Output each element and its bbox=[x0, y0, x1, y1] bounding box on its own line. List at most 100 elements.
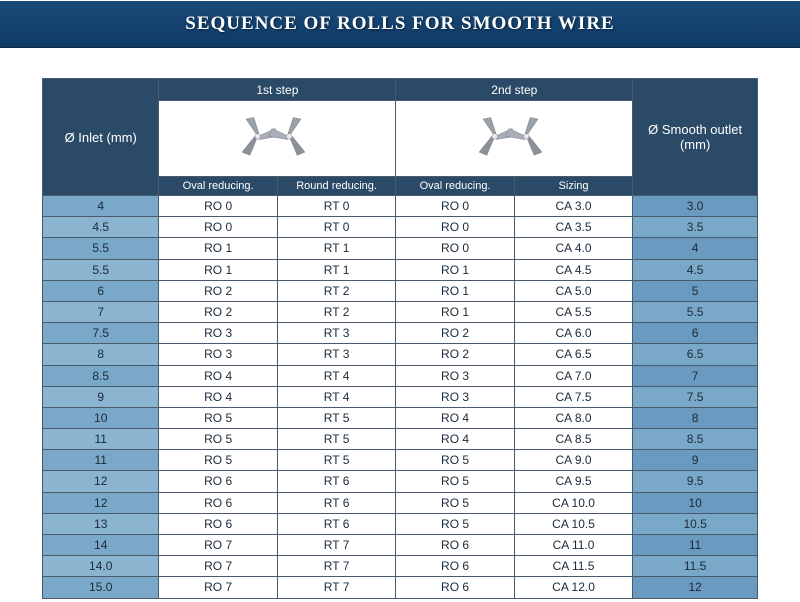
cell-inlet: 7 bbox=[43, 301, 159, 322]
cell-s2b: CA 4.0 bbox=[514, 238, 632, 259]
cell-s2a: RO 5 bbox=[396, 471, 514, 492]
cell-s2a: RO 2 bbox=[396, 323, 514, 344]
cell-s1b: RT 7 bbox=[277, 556, 395, 577]
cell-inlet: 13 bbox=[43, 513, 159, 534]
cell-s1a: RO 3 bbox=[159, 323, 277, 344]
table-row: 4.5RO 0RT 0RO 0CA 3.53.5 bbox=[43, 217, 758, 238]
table-body: 4RO 0RT 0RO 0CA 3.03.04.5RO 0RT 0RO 0CA … bbox=[43, 196, 758, 599]
cell-s2b: CA 7.0 bbox=[514, 365, 632, 386]
table-row: 15.0RO 7RT 7RO 6CA 12.012 bbox=[43, 577, 758, 598]
table-row: 10RO 5RT 5RO 4CA 8.08 bbox=[43, 407, 758, 428]
cell-s2a: RO 4 bbox=[396, 429, 514, 450]
cell-s1b: RT 6 bbox=[277, 492, 395, 513]
cell-s2a: RO 4 bbox=[396, 407, 514, 428]
cell-s1a: RO 5 bbox=[159, 429, 277, 450]
cell-inlet: 8 bbox=[43, 344, 159, 365]
cell-s2b: CA 5.5 bbox=[514, 301, 632, 322]
table-row: 6RO 2RT 2RO 1CA 5.05 bbox=[43, 280, 758, 301]
cell-inlet: 4.5 bbox=[43, 217, 159, 238]
cell-s1a: RO 2 bbox=[159, 301, 277, 322]
cell-s2b: CA 5.0 bbox=[514, 280, 632, 301]
table-row: 7.5RO 3RT 3RO 2CA 6.06 bbox=[43, 323, 758, 344]
cell-inlet: 10 bbox=[43, 407, 159, 428]
cell-s2a: RO 3 bbox=[396, 386, 514, 407]
cell-s2a: RO 6 bbox=[396, 556, 514, 577]
cell-s1a: RO 1 bbox=[159, 259, 277, 280]
table-row: 7RO 2RT 2RO 1CA 5.55.5 bbox=[43, 301, 758, 322]
header-step1: 1st step bbox=[159, 79, 396, 101]
cell-inlet: 12 bbox=[43, 492, 159, 513]
cell-outlet: 6.5 bbox=[633, 344, 758, 365]
cell-inlet: 11 bbox=[43, 450, 159, 471]
cell-s2b: CA 8.0 bbox=[514, 407, 632, 428]
table-row: 14.0RO 7RT 7RO 6CA 11.511.5 bbox=[43, 556, 758, 577]
cell-s2a: RO 6 bbox=[396, 577, 514, 598]
table-row: 9RO 4RT 4RO 3CA 7.57.5 bbox=[43, 386, 758, 407]
cell-inlet: 14 bbox=[43, 535, 159, 556]
cell-s2b: CA 10.0 bbox=[514, 492, 632, 513]
cell-s1b: RT 3 bbox=[277, 344, 395, 365]
table-row: 5.5RO 1RT 1RO 0CA 4.04 bbox=[43, 238, 758, 259]
cell-inlet: 11 bbox=[43, 429, 159, 450]
cell-outlet: 11 bbox=[633, 535, 758, 556]
cell-outlet: 8.5 bbox=[633, 429, 758, 450]
title-bar: SEQUENCE OF ROLLS FOR SMOOTH WIRE bbox=[0, 0, 800, 48]
cell-outlet: 5 bbox=[633, 280, 758, 301]
cell-s2b: CA 11.5 bbox=[514, 556, 632, 577]
cell-outlet: 9.5 bbox=[633, 471, 758, 492]
cell-s1b: RT 4 bbox=[277, 365, 395, 386]
cell-s1b: RT 6 bbox=[277, 513, 395, 534]
cell-s2a: RO 1 bbox=[396, 301, 514, 322]
table-row: 11RO 5RT 5RO 5CA 9.09 bbox=[43, 450, 758, 471]
cell-outlet: 10 bbox=[633, 492, 758, 513]
table-row: 8RO 3RT 3RO 2CA 6.56.5 bbox=[43, 344, 758, 365]
cell-s1a: RO 3 bbox=[159, 344, 277, 365]
cell-s1a: RO 0 bbox=[159, 196, 277, 217]
rolls-table: Ø Inlet (mm) 1st step 2nd step Ø Smooth … bbox=[42, 78, 758, 599]
cell-s1b: RT 1 bbox=[277, 238, 395, 259]
cell-s1a: RO 1 bbox=[159, 238, 277, 259]
cell-outlet: 3.0 bbox=[633, 196, 758, 217]
header-s2a: Oval reducing. bbox=[396, 177, 514, 196]
cell-s1b: RT 5 bbox=[277, 450, 395, 471]
cell-s2b: CA 4.5 bbox=[514, 259, 632, 280]
header-s2b: Sizing bbox=[514, 177, 632, 196]
cell-s1b: RT 7 bbox=[277, 535, 395, 556]
step1-image-cell bbox=[159, 101, 396, 177]
cell-s1a: RO 5 bbox=[159, 407, 277, 428]
cell-inlet: 4 bbox=[43, 196, 159, 217]
cell-s1a: RO 6 bbox=[159, 492, 277, 513]
cell-s1b: RT 1 bbox=[277, 259, 395, 280]
cell-s2b: CA 10.5 bbox=[514, 513, 632, 534]
cell-s1b: RT 4 bbox=[277, 386, 395, 407]
cell-s1a: RO 7 bbox=[159, 556, 277, 577]
cell-outlet: 3.5 bbox=[633, 217, 758, 238]
table-row: 11RO 5RT 5RO 4CA 8.58.5 bbox=[43, 429, 758, 450]
cell-s2a: RO 3 bbox=[396, 365, 514, 386]
cell-s2b: CA 3.0 bbox=[514, 196, 632, 217]
cell-outlet: 4 bbox=[633, 238, 758, 259]
cell-s1a: RO 2 bbox=[159, 280, 277, 301]
cell-s2a: RO 0 bbox=[396, 196, 514, 217]
cell-s2a: RO 1 bbox=[396, 280, 514, 301]
cell-inlet: 6 bbox=[43, 280, 159, 301]
table-container: Ø Inlet (mm) 1st step 2nd step Ø Smooth … bbox=[0, 48, 800, 599]
cell-s2a: RO 5 bbox=[396, 513, 514, 534]
cell-outlet: 4.5 bbox=[633, 259, 758, 280]
cell-inlet: 12 bbox=[43, 471, 159, 492]
cell-inlet: 7.5 bbox=[43, 323, 159, 344]
table-row: 12RO 6RT 6RO 5CA 10.010 bbox=[43, 492, 758, 513]
cell-s1a: RO 6 bbox=[159, 513, 277, 534]
cell-outlet: 7 bbox=[633, 365, 758, 386]
cell-inlet: 9 bbox=[43, 386, 159, 407]
step2-image-cell bbox=[396, 101, 633, 177]
cell-s2b: CA 9.0 bbox=[514, 450, 632, 471]
cell-s2b: CA 6.0 bbox=[514, 323, 632, 344]
cell-s1b: RT 6 bbox=[277, 471, 395, 492]
cell-s2a: RO 0 bbox=[396, 217, 514, 238]
header-s1b: Round reducing. bbox=[277, 177, 395, 196]
cell-outlet: 5.5 bbox=[633, 301, 758, 322]
header-step2: 2nd step bbox=[396, 79, 633, 101]
cell-s2a: RO 5 bbox=[396, 450, 514, 471]
cell-outlet: 11.5 bbox=[633, 556, 758, 577]
